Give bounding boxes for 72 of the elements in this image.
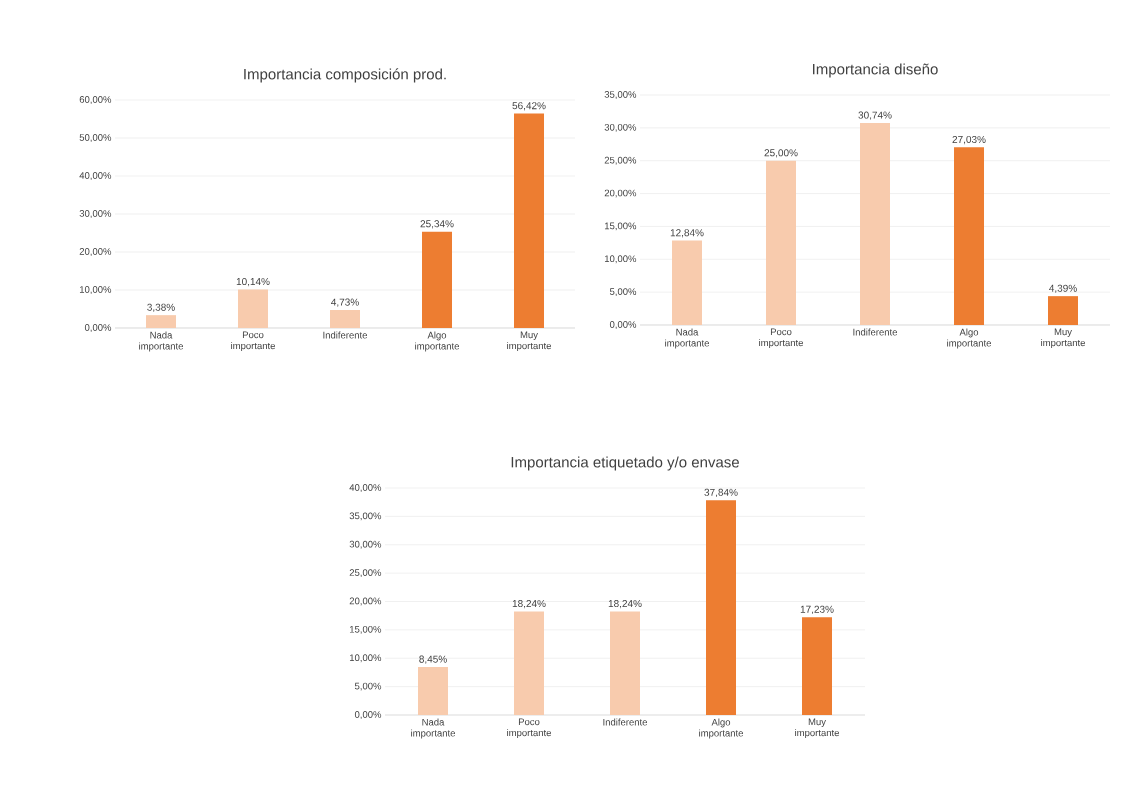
data-label: 12,84%: [670, 229, 704, 238]
y-tick-label: 15,00%: [604, 222, 637, 231]
y-tick-label: 25,00%: [349, 569, 382, 578]
y-tick-label: 10,00%: [349, 654, 382, 663]
chart-title: Importancia etiquetado y/o envase: [511, 456, 739, 471]
data-label: 17,23%: [800, 605, 834, 615]
data-label: 4,73%: [331, 298, 359, 307]
bar: [422, 231, 453, 328]
data-label: 18,24%: [608, 600, 642, 609]
bar: [954, 147, 985, 325]
x-tick-label: Muy importante: [507, 331, 552, 352]
x-tick-label: Nada importante: [665, 328, 710, 349]
y-tick-label: 30,00%: [349, 540, 382, 549]
x-tick-label: Muy importante: [1041, 328, 1086, 349]
y-tick-label: 50,00%: [79, 134, 112, 142]
y-tick-label: 30,00%: [79, 210, 112, 218]
data-label: 3,38%: [147, 303, 175, 312]
data-label: 27,03%: [952, 135, 986, 145]
chart-title: Importancia composición prod.: [244, 68, 446, 83]
y-tick-label: 20,00%: [349, 597, 382, 606]
bar: [514, 611, 545, 715]
y-tick-label: 15,00%: [349, 625, 382, 634]
y-tick-label: 35,00%: [349, 512, 382, 521]
x-tick-label: Muy importante: [795, 718, 840, 739]
data-label: 8,45%: [419, 655, 447, 664]
bar: [802, 617, 833, 715]
y-tick-label: 40,00%: [349, 484, 382, 492]
y-tick-label: 30,00%: [604, 123, 637, 132]
bar: [860, 122, 891, 325]
bar: [766, 160, 797, 325]
y-tick-label: 10,00%: [604, 255, 637, 264]
y-tick-label: 10,00%: [79, 286, 112, 294]
data-label: 25,34%: [420, 220, 454, 229]
bar: [610, 611, 641, 715]
y-tick-label: 40,00%: [79, 172, 112, 180]
y-tick-label: 35,00%: [604, 91, 637, 99]
bar: [418, 667, 449, 715]
bar: [514, 113, 545, 328]
data-label: 25,00%: [764, 149, 798, 158]
x-tick-label: Poco importante: [507, 718, 552, 739]
y-tick-label: 0,00%: [354, 711, 382, 719]
y-tick-label: 20,00%: [604, 189, 637, 198]
data-label: 18,24%: [512, 600, 546, 609]
y-tick-label: 20,00%: [79, 248, 112, 256]
y-tick-label: 5,00%: [354, 682, 382, 691]
x-tick-label: Algo importante: [699, 718, 744, 739]
x-tick-label: Nada importante: [411, 718, 456, 739]
bar: [238, 289, 268, 328]
data-label: 10,14%: [236, 278, 270, 287]
bar: [330, 310, 361, 328]
data-label: 30,74%: [858, 111, 892, 120]
x-tick-label: Algo importante: [947, 328, 992, 349]
y-tick-label: 0,00%: [84, 324, 112, 332]
y-tick-label: 25,00%: [604, 156, 637, 165]
y-tick-label: 0,00%: [609, 321, 637, 329]
x-tick-label: Poco importante: [759, 328, 804, 349]
x-tick-label: Indiferente: [603, 718, 648, 726]
x-tick-label: Indiferente: [853, 328, 898, 336]
y-tick-label: 5,00%: [609, 288, 637, 297]
bar: [146, 315, 176, 328]
data-label: 4,39%: [1049, 284, 1077, 293]
bar: [706, 500, 737, 715]
bar: [1048, 296, 1079, 325]
bar: [672, 240, 703, 325]
x-tick-label: Indiferente: [323, 331, 368, 339]
x-tick-label: Algo importante: [415, 331, 460, 352]
y-tick-label: 60,00%: [79, 96, 112, 104]
chart-title: Importancia diseño: [813, 63, 938, 78]
x-tick-label: Poco importante: [231, 331, 276, 352]
data-label: 37,84%: [704, 488, 738, 498]
x-tick-label: Nada importante: [139, 331, 184, 352]
data-label: 56,42%: [512, 102, 546, 111]
